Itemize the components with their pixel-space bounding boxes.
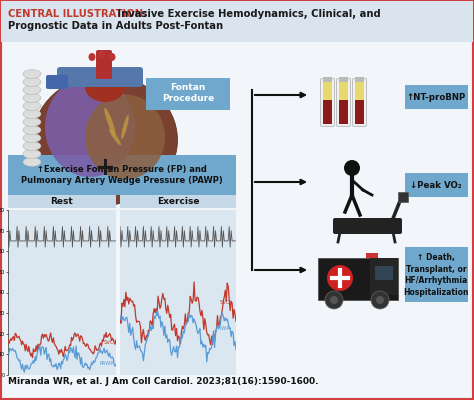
Text: SVC: SVC [219,300,230,305]
Text: PAWP: PAWP [216,326,230,331]
Text: PAWP: PAWP [100,361,114,366]
Ellipse shape [23,102,41,110]
FancyBboxPatch shape [57,67,143,87]
Text: Invasive Exercise Hemodynamics, Clinical, and: Invasive Exercise Hemodynamics, Clinical… [114,9,381,19]
FancyBboxPatch shape [353,78,366,126]
FancyBboxPatch shape [146,78,230,110]
Bar [355,82,364,100]
Text: CENTRAL ILLUSTRATION:: CENTRAL ILLUSTRATION: [8,9,147,19]
FancyBboxPatch shape [337,78,350,126]
Text: Rest: Rest [51,196,73,206]
Ellipse shape [23,118,41,126]
Ellipse shape [23,86,41,94]
Text: Miranda WR, et al. J Am Coll Cardiol. 2023;81(16):1590-1600.: Miranda WR, et al. J Am Coll Cardiol. 20… [8,377,319,386]
Text: Prognostic Data in Adults Post-Fontan: Prognostic Data in Adults Post-Fontan [8,21,223,31]
Bar [405,247,468,302]
Ellipse shape [23,94,41,102]
Bar [8,210,116,375]
FancyBboxPatch shape [96,50,112,79]
Text: SVC: SVC [103,340,114,344]
Bar [375,266,393,280]
Bar [339,100,348,124]
FancyBboxPatch shape [46,75,68,89]
Bar [370,258,398,295]
Bar [8,195,116,208]
Text: ↑NT-proBNP: ↑NT-proBNP [406,92,465,102]
Ellipse shape [109,129,121,145]
Ellipse shape [85,94,165,180]
Text: Fontan
Procedure: Fontan Procedure [162,83,214,103]
Bar [8,155,236,195]
Bar [318,258,398,300]
Ellipse shape [23,78,41,86]
Ellipse shape [104,108,116,136]
FancyBboxPatch shape [333,218,402,234]
Ellipse shape [23,142,41,150]
Circle shape [327,265,353,291]
Ellipse shape [23,158,41,166]
Ellipse shape [99,50,106,58]
Circle shape [325,291,343,309]
Ellipse shape [23,126,41,134]
Text: ↑ Death,
Transplant, or
HF/Arrhythmia
Hospitalization: ↑ Death, Transplant, or HF/Arrhythmia Ho… [403,253,469,297]
Bar [339,77,348,82]
Ellipse shape [23,110,41,118]
Text: +: + [94,156,116,180]
Text: ↓Peak VO₂: ↓Peak VO₂ [410,180,462,190]
Bar [120,195,236,208]
Ellipse shape [121,115,129,139]
Ellipse shape [45,77,135,177]
Bar [355,77,364,82]
Bar [1,1,473,42]
Bar [405,85,468,109]
Ellipse shape [89,53,95,61]
Bar [120,210,236,375]
Bar [355,100,364,124]
Ellipse shape [33,75,177,205]
Bar [339,82,348,100]
Circle shape [344,160,360,176]
Bar [323,82,332,100]
Bar [323,100,332,124]
Circle shape [371,291,389,309]
Circle shape [376,296,384,304]
Bar [405,173,468,197]
Ellipse shape [109,53,116,61]
Bar [366,253,378,258]
Ellipse shape [23,70,41,78]
FancyBboxPatch shape [320,78,335,126]
Text: Exercise: Exercise [157,196,199,206]
Ellipse shape [23,134,41,142]
Bar [323,77,332,82]
Ellipse shape [23,150,41,158]
Ellipse shape [85,72,125,102]
Circle shape [330,296,338,304]
Text: ↑Exercise Fontan Pressure (FP) and
Pulmonary Artery Wedge Pressure (PAWP): ↑Exercise Fontan Pressure (FP) and Pulmo… [21,165,223,186]
Bar [398,192,408,202]
